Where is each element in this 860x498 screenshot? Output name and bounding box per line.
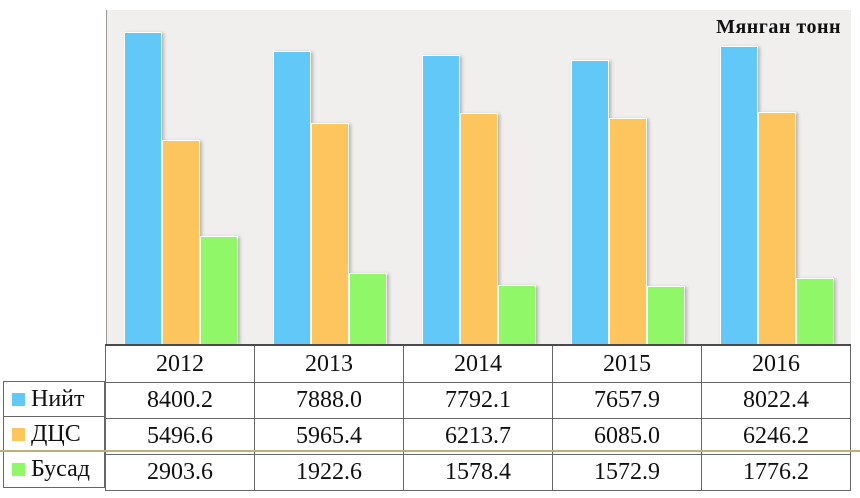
year-header-cell: 2013 xyxy=(254,346,403,382)
year-header-cell: 2014 xyxy=(403,346,552,382)
legend-column: Нийт ДЦС Бусад xyxy=(3,381,105,488)
legend-swatch-icon xyxy=(12,427,25,441)
bar-ДЦС-2014 xyxy=(460,113,498,344)
value-cell-Нийт-2014: 7792.1 xyxy=(403,383,552,418)
value-cell-Бусад-2014: 1578.4 xyxy=(403,455,552,490)
bar-Бусад-2015 xyxy=(647,286,685,344)
bar-Нийт-2015 xyxy=(571,60,609,344)
value-cell-Нийт-2015: 7657.9 xyxy=(552,383,701,418)
data-table: 2012 2013 2014 2015 2016 8400.2 7888.0 7792.1 76… xyxy=(105,344,851,491)
bar-ДЦС-2016 xyxy=(758,112,796,344)
legend-swatch-icon xyxy=(12,463,25,476)
legend-label: Нийт xyxy=(31,385,85,412)
legend-label: Бусад xyxy=(31,456,90,482)
value-cell-ДЦС-2013: 5965.4 xyxy=(254,419,403,454)
value-cell-Нийт-2016: 8022.4 xyxy=(701,383,851,418)
bar-Нийт-2013 xyxy=(273,51,311,344)
value-cell-Нийт-2013: 7888.0 xyxy=(254,383,403,418)
bar-ДЦС-2015 xyxy=(609,118,647,344)
table-row-Бусад: 2903.6 1922.6 1578.4 1572.9 1776.2 xyxy=(105,455,851,491)
bar-Бусад-2014 xyxy=(498,285,536,344)
bar-Нийт-2014 xyxy=(422,55,460,344)
bar-Бусад-2016 xyxy=(796,278,834,344)
bar-Нийт-2012 xyxy=(124,32,162,344)
year-header-cell: 2012 xyxy=(105,346,254,382)
accent-rule xyxy=(0,450,860,452)
value-cell-ДЦС-2012: 5496.6 xyxy=(105,419,254,454)
bar-Бусад-2012 xyxy=(200,236,238,344)
legend-label: ДЦС xyxy=(31,420,81,447)
value-cell-Нийт-2012: 8400.2 xyxy=(105,383,254,418)
plot-area: Мянган тонн xyxy=(106,10,851,344)
legend-item-Нийт: Нийт xyxy=(4,382,104,417)
value-cell-ДЦС-2016: 6246.2 xyxy=(701,419,851,454)
year-header-cell: 2015 xyxy=(552,346,701,382)
table-row-ДЦС: 5496.6 5965.4 6213.7 6085.0 6246.2 xyxy=(105,419,851,455)
legend-item-Бусад: Бусад xyxy=(4,452,104,487)
value-cell-Бусад-2012: 2903.6 xyxy=(105,455,254,490)
value-cell-Бусад-2013: 1922.6 xyxy=(254,455,403,490)
bar-Бусад-2013 xyxy=(349,273,387,344)
value-cell-Бусад-2015: 1572.9 xyxy=(552,455,701,490)
year-header-cell: 2016 xyxy=(701,346,851,382)
bar-Нийт-2016 xyxy=(720,46,758,344)
bar-ДЦС-2013 xyxy=(311,123,349,344)
chart-title: Мянган тонн xyxy=(716,16,841,38)
legend-swatch-icon xyxy=(12,392,25,406)
value-cell-ДЦС-2015: 6085.0 xyxy=(552,419,701,454)
value-cell-ДЦС-2014: 6213.7 xyxy=(403,419,552,454)
value-cell-Бусад-2016: 1776.2 xyxy=(701,455,851,490)
legend-item-ДЦС: ДЦС xyxy=(4,417,104,452)
table-row-Нийт: 8400.2 7888.0 7792.1 7657.9 8022.4 xyxy=(105,383,851,419)
year-header-row: 2012 2013 2014 2015 2016 xyxy=(105,346,851,383)
bar-ДЦС-2012 xyxy=(162,140,200,344)
